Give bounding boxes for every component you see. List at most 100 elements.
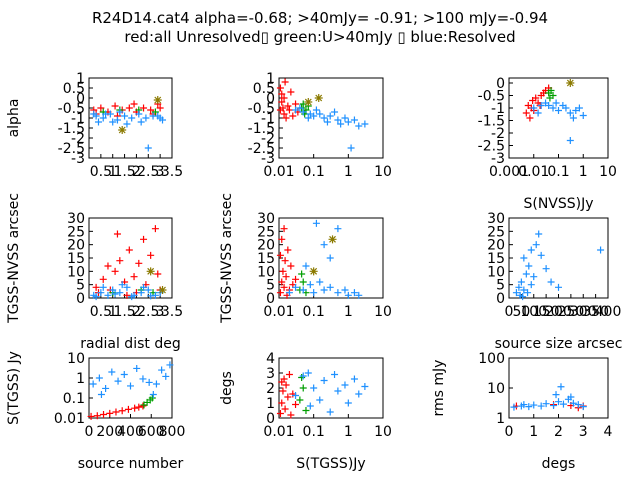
data-point-red [130,100,138,108]
data-point-blue [135,110,143,118]
x-tick-label: 0.1 [303,424,325,440]
data-point-red [111,102,119,110]
data-point-blue [355,122,363,130]
data-point-blue [320,377,328,384]
x-tick-label: 1 [579,164,588,180]
data-point-blue [350,375,358,383]
data-point-blue [344,291,352,299]
data-point-blue [579,403,587,411]
data-point-blue [116,289,124,297]
data-point-blue [299,108,307,116]
y-tick-label: 1 [76,371,85,387]
x-tick-label: 1 [344,164,353,180]
x-tick-label: 3.5 [161,164,183,180]
data-point-blue [331,371,339,378]
data-point-red [280,94,288,102]
data-point-olive [118,126,127,134]
x-tick-label: 0 [505,304,514,320]
data-point-blue [159,116,167,124]
data-point-blue [123,120,131,128]
x-axis-label: source size arcsec [495,336,623,352]
data-point-red [278,98,286,106]
data-point-red [522,109,530,117]
data-point-olive [153,96,162,104]
y-tick-label: -3 [491,151,505,167]
data-point-blue [537,251,545,259]
data-point-blue [344,118,352,126]
data-point-blue [102,110,110,118]
plot-frame [278,77,384,159]
data-point-blue [534,109,542,117]
x-tick-label: 0.1 [303,164,325,180]
data-point-blue [316,396,324,404]
data-point-red [532,94,540,102]
data-point-red [276,410,284,417]
data-point-blue [326,112,334,120]
data-point-blue [569,399,577,407]
data-point-blue [306,281,314,289]
y-tick-label: 15 [257,251,275,267]
y-tick-label: 0.5 [63,81,85,97]
y-tick-label: -2 [491,126,505,142]
data-point-blue [559,400,567,408]
x-tick-label: 10 [374,164,392,180]
data-point-blue [304,369,312,377]
data-point-blue [104,291,112,299]
x-tick-label: 3 [156,304,165,320]
y-tick-label: 10 [67,264,85,280]
data-point-blue [555,107,562,114]
data-point-blue [555,283,562,291]
x-tick-label: 150 [533,304,560,320]
data-point-blue [525,262,533,270]
data-point-red [151,225,159,233]
figure-title-line2: red:all Unresolved▯ green:U>40mJy ▯ blue… [124,28,515,46]
data-point-blue [527,281,535,289]
y-tick-label: 1 [76,71,85,87]
data-point-green [546,94,554,102]
data-point-red [124,405,132,413]
data-point-blue [337,120,345,128]
data-point-blue [304,114,312,122]
x-tick-label: 50 [512,304,530,320]
panel-p2: 10.50-0.5-1-1.5-2-2.5-30.01 0.1 1 10 [248,71,392,180]
x-tick-label: 0.1 [303,304,325,320]
data-point-blue [566,137,574,144]
y-tick-label: 30 [67,211,85,227]
data-point-green [547,87,555,94]
data-point-red [526,114,534,122]
data-point-blue [299,372,307,380]
y-tick-label: -3 [71,151,85,167]
data-point-red [100,410,108,418]
x-tick-label: 3 [156,164,165,180]
y-tick-label: 25 [257,224,275,240]
x-axis-label: degs [542,456,576,472]
data-point-green [148,394,156,402]
y-tick-label: 0 [76,291,85,307]
data-point-green [298,270,306,278]
data-point-blue [97,289,105,297]
data-point-olive [309,267,318,276]
data-point-blue [517,278,525,286]
y-tick-label: 5 [76,278,85,294]
data-point-red [282,381,290,389]
data-point-blue [323,118,331,126]
data-point-blue [552,99,560,107]
data-point-blue [545,102,553,109]
data-point-red [87,412,95,420]
y-tick-label: -0.5 [58,101,85,117]
x-tick-label: 2 [554,424,563,440]
data-point-blue [334,116,342,124]
x-tick-label: 2.5 [137,164,159,180]
y-tick-label: 2 [266,381,275,397]
data-point-blue [89,380,97,388]
data-point-green [298,374,306,381]
y-tick-label: 0 [266,411,275,427]
data-point-blue [574,401,582,409]
data-point-blue [555,398,562,406]
data-point-blue [334,225,342,233]
x-tick-label: 800 [159,424,186,440]
y-tick-label: -2.5 [248,141,275,157]
